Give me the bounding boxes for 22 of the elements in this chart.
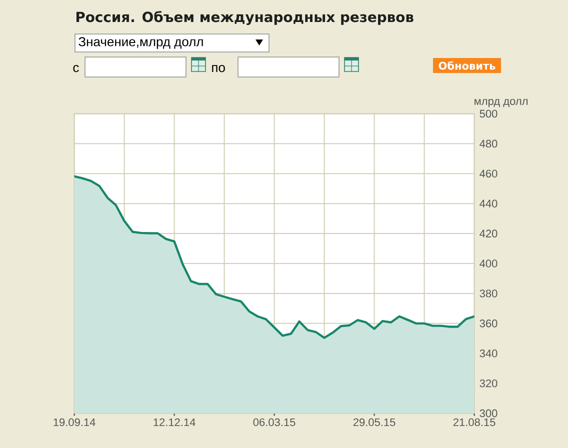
y-tick-label: 340 xyxy=(480,349,498,358)
text: Значение,млрд долл xyxy=(78,37,203,49)
text: по xyxy=(212,65,225,72)
y-axis-title: млрд долл xyxy=(474,98,528,108)
y-tick-label: 360 xyxy=(480,320,498,328)
x-tick-label: 29.05.15 xyxy=(353,418,396,426)
text: с xyxy=(73,65,79,72)
y-tick-label: 300 xyxy=(480,409,498,418)
y-tick-label: 460 xyxy=(480,170,498,178)
y-tick-label: 320 xyxy=(480,379,498,388)
x-tick-label: 21.08.15 xyxy=(453,418,496,426)
y-tick-label: 480 xyxy=(480,140,498,148)
y-tick-label: 400 xyxy=(480,260,498,268)
y-tick-label: 420 xyxy=(480,230,498,238)
text: Обновить xyxy=(438,61,496,70)
x-tick-label: 19.09.14 xyxy=(54,418,96,426)
y-tick-label: 440 xyxy=(480,200,498,208)
y-tick-label: 380 xyxy=(480,290,498,298)
chart-title: Россия. Объем международных резервов xyxy=(76,10,414,25)
x-tick-label: 06.03.15 xyxy=(253,418,296,426)
y-tick-label: 500 xyxy=(480,110,498,118)
x-tick-label: 12.12.14 xyxy=(154,418,196,426)
